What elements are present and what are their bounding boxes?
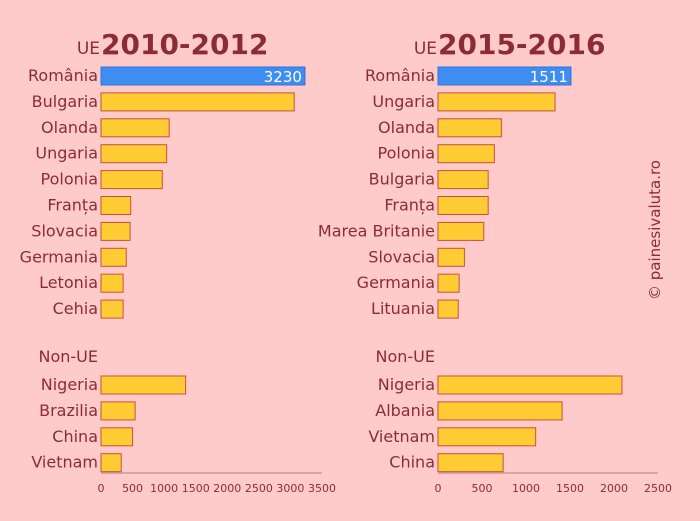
bar bbox=[437, 144, 495, 164]
category-label: Bulgaria bbox=[32, 92, 98, 111]
bar bbox=[100, 66, 306, 86]
category-label: Olanda bbox=[41, 118, 98, 137]
category-label: Olanda bbox=[378, 118, 435, 137]
x-tick-label: 500 bbox=[122, 482, 143, 495]
bar bbox=[100, 401, 136, 421]
category-label: Nigeria bbox=[41, 375, 98, 394]
x-tick-label: 3000 bbox=[276, 482, 304, 495]
bar bbox=[100, 247, 127, 267]
bar bbox=[437, 118, 502, 138]
chart-title: 2015-2016 bbox=[438, 28, 605, 61]
bar bbox=[437, 170, 489, 190]
bar bbox=[100, 92, 295, 112]
category-label: Albania bbox=[375, 401, 435, 420]
chart-title-prefix: UE bbox=[77, 39, 100, 59]
x-tick-label: 0 bbox=[98, 482, 105, 495]
group-label: Non-UE bbox=[376, 347, 436, 366]
bar bbox=[437, 247, 465, 267]
category-label: Vietnam bbox=[368, 427, 435, 446]
bar bbox=[100, 170, 163, 190]
bar bbox=[100, 144, 168, 164]
x-tick-label: 500 bbox=[472, 482, 493, 495]
bar bbox=[100, 118, 170, 138]
bar bbox=[437, 196, 489, 215]
x-tick-label: 2000 bbox=[600, 482, 628, 495]
data-label: 1511 bbox=[530, 68, 568, 86]
x-tick-label: 3500 bbox=[308, 482, 336, 495]
x-tick-label: 1500 bbox=[182, 482, 210, 495]
x-tick-label: 2500 bbox=[245, 482, 273, 495]
category-label: Cehia bbox=[53, 299, 98, 318]
bar bbox=[437, 221, 485, 241]
bar bbox=[100, 427, 134, 447]
bar bbox=[437, 401, 563, 421]
category-label: Marea Britanie bbox=[318, 221, 435, 240]
category-label: Slovacia bbox=[31, 221, 98, 240]
category-label: Franța bbox=[47, 196, 98, 215]
category-label: Ungaria bbox=[372, 92, 435, 111]
x-tick-label: 2500 bbox=[644, 482, 672, 495]
group-label: Non-UE bbox=[39, 347, 99, 366]
bar bbox=[100, 196, 132, 215]
category-label: Polonia bbox=[41, 170, 99, 189]
credit-text: © painesivaluta.ro bbox=[646, 160, 664, 300]
category-label: Germania bbox=[20, 247, 98, 266]
bar bbox=[100, 299, 124, 319]
bar bbox=[437, 66, 572, 86]
category-label: Vietnam bbox=[31, 453, 98, 472]
category-label: România bbox=[28, 66, 98, 85]
category-label: Letonia bbox=[39, 273, 98, 292]
data-label: 3230 bbox=[264, 68, 302, 86]
x-tick-label: 2000 bbox=[213, 482, 241, 495]
chart-title: 2010-2012 bbox=[101, 28, 268, 61]
category-label: Lituania bbox=[371, 299, 435, 318]
x-tick-label: 1000 bbox=[150, 482, 178, 495]
bar bbox=[100, 375, 187, 395]
category-label: România bbox=[365, 66, 435, 85]
bar bbox=[437, 299, 459, 319]
category-label: China bbox=[389, 453, 435, 472]
bar bbox=[437, 92, 556, 112]
bar bbox=[100, 221, 131, 241]
category-label: Franța bbox=[384, 196, 435, 215]
category-label: Bulgaria bbox=[369, 170, 435, 189]
bar bbox=[100, 273, 124, 293]
category-label: Brazilia bbox=[39, 401, 98, 420]
bar bbox=[437, 375, 623, 395]
category-label: Polonia bbox=[378, 144, 436, 163]
x-tick-label: 1500 bbox=[556, 482, 584, 495]
x-tick-label: 1000 bbox=[512, 482, 540, 495]
category-label: China bbox=[52, 427, 98, 446]
chart-title-prefix: UE bbox=[414, 39, 437, 59]
category-label: Nigeria bbox=[378, 375, 435, 394]
bar bbox=[100, 453, 122, 473]
category-label: Slovacia bbox=[368, 247, 435, 266]
bar bbox=[437, 273, 460, 293]
x-tick-label: 0 bbox=[435, 482, 442, 495]
bar bbox=[437, 453, 504, 473]
bar bbox=[437, 427, 537, 447]
category-label: Ungaria bbox=[35, 144, 98, 163]
category-label: Germania bbox=[357, 273, 435, 292]
